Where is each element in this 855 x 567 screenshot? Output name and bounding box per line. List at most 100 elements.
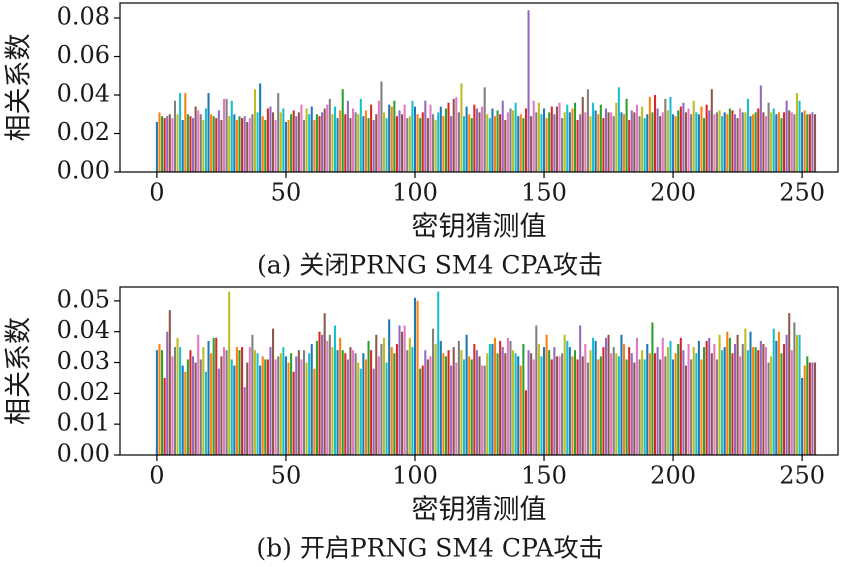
bar [780, 353, 783, 455]
bar [491, 108, 494, 172]
bar [220, 120, 223, 172]
bar [333, 106, 337, 172]
bar [403, 104, 406, 172]
bar [465, 334, 468, 455]
bar [380, 344, 383, 455]
bar [437, 112, 440, 172]
bar [718, 334, 721, 455]
bar [189, 350, 192, 455]
bar [651, 112, 654, 172]
bar [344, 353, 347, 455]
bar [612, 116, 615, 172]
bar [754, 112, 757, 172]
bar [413, 297, 417, 455]
bar [235, 120, 238, 172]
y-tick-label: 0.00 [57, 157, 110, 185]
bar [272, 112, 275, 172]
bar [757, 350, 760, 455]
bar [426, 118, 429, 172]
bar [202, 347, 205, 455]
bar [602, 347, 605, 455]
bar [653, 95, 657, 172]
bar [398, 110, 401, 172]
bar [687, 344, 690, 455]
bar [648, 96, 651, 172]
bar [535, 325, 538, 455]
bar [721, 350, 724, 455]
bar [715, 359, 718, 455]
bar [486, 353, 489, 455]
bar [527, 10, 530, 173]
bar [561, 118, 564, 172]
bar [189, 116, 192, 172]
bar [297, 112, 300, 172]
bar [630, 353, 633, 455]
bar [442, 353, 445, 455]
bar [478, 356, 481, 455]
bar [664, 356, 667, 455]
bar [483, 365, 486, 455]
bar [625, 359, 628, 455]
bar [455, 96, 458, 172]
bar [261, 356, 264, 455]
bar [679, 337, 682, 455]
axes-frame [119, 286, 839, 456]
bar [788, 313, 791, 455]
bar [746, 98, 749, 172]
bar [646, 344, 649, 455]
bar [354, 112, 357, 172]
bar [233, 114, 236, 172]
bar [697, 340, 700, 455]
bar [158, 344, 161, 455]
bar [323, 313, 326, 455]
bar [537, 102, 540, 172]
bar [607, 112, 610, 172]
bar [759, 340, 762, 455]
bar [615, 353, 618, 455]
bar [486, 114, 489, 172]
bar [460, 83, 463, 172]
bar [204, 371, 207, 455]
bar [772, 108, 775, 172]
bar [801, 112, 804, 172]
bar [527, 350, 530, 455]
bar [589, 116, 592, 172]
bar [377, 100, 380, 172]
bar [733, 114, 737, 172]
bar [230, 100, 233, 172]
bar [395, 344, 398, 455]
bar [478, 112, 481, 172]
bar [269, 347, 272, 455]
bar [661, 337, 664, 455]
bar [364, 359, 367, 455]
bar [530, 116, 533, 172]
bar [752, 347, 755, 455]
bar [163, 118, 166, 172]
bar [238, 116, 241, 172]
bar [628, 120, 631, 172]
x-tick-label: 50 [271, 462, 302, 490]
bar [666, 110, 669, 172]
bar [225, 98, 228, 172]
bar [264, 120, 267, 172]
bar [354, 353, 357, 455]
bar [207, 93, 210, 172]
bar [643, 118, 646, 172]
bar [457, 340, 460, 455]
bar [292, 110, 295, 172]
bar [470, 118, 473, 172]
bar [762, 112, 765, 172]
bar [594, 340, 597, 455]
bar [509, 340, 512, 455]
bar [514, 102, 517, 172]
bar [602, 118, 605, 172]
bar [395, 116, 398, 172]
bar [302, 120, 306, 172]
bar [328, 98, 331, 172]
bar [573, 102, 577, 172]
bar [158, 112, 161, 172]
bar [256, 353, 259, 455]
bar [248, 118, 251, 172]
bar [522, 344, 525, 455]
bar [339, 110, 342, 172]
